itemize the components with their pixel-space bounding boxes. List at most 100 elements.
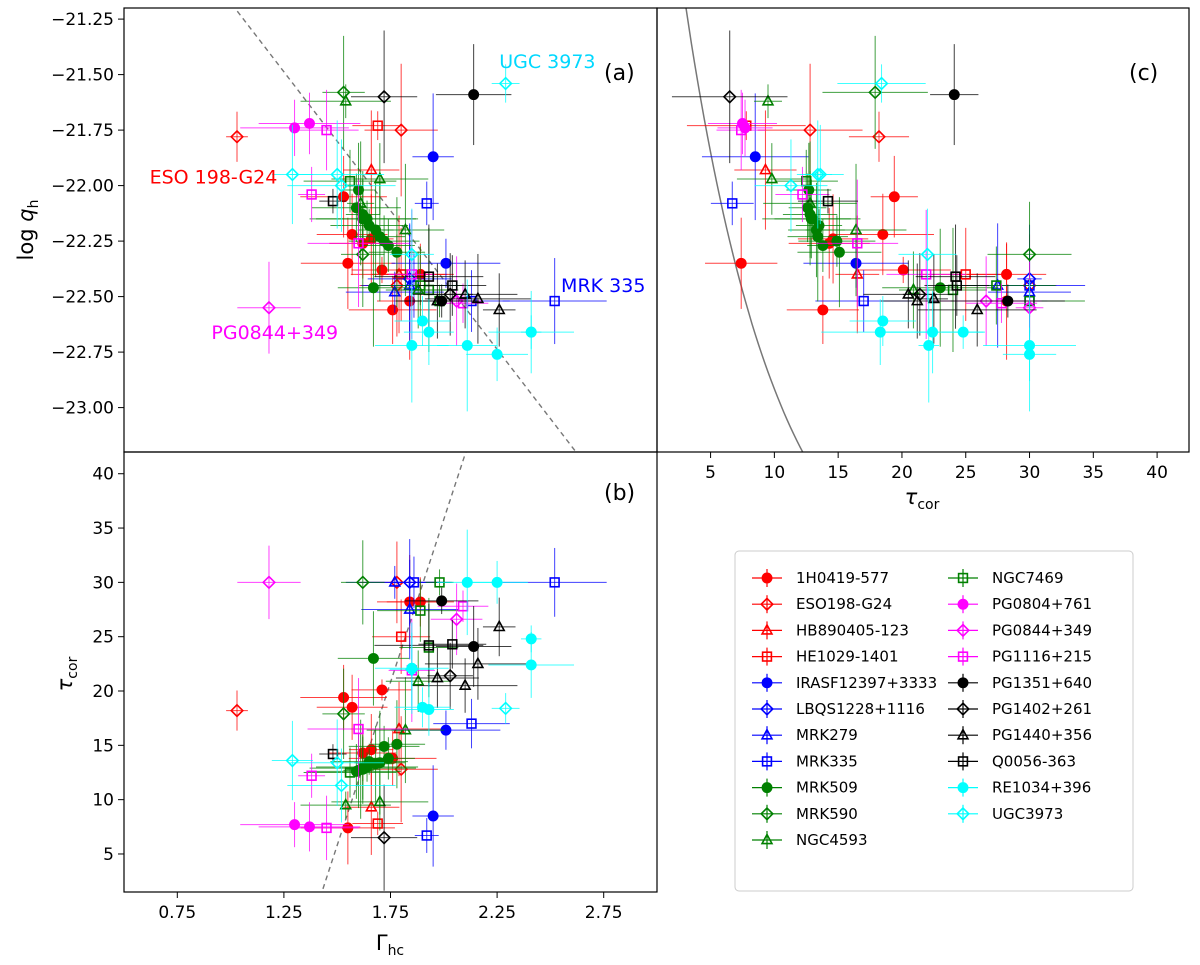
legend-marker-UGC3973: [956, 806, 970, 821]
point-a-UGC3973: [285, 167, 300, 182]
legend-marker-HB890405-123: [760, 623, 774, 635]
legend-label: PG1116+215: [992, 648, 1092, 666]
point-b-NGC7469: [344, 767, 356, 778]
point-c-NGC4593: [765, 171, 779, 184]
point-b-HE1029-1401: [395, 631, 407, 642]
point-b-MRK335: [421, 830, 432, 841]
point-b-PG1440+356: [492, 619, 506, 632]
point-b-NGC4593: [373, 794, 387, 807]
point-c-MRK509: [813, 220, 825, 232]
point-c-RE1034+396: [877, 315, 889, 327]
ytick-label: 10: [92, 791, 114, 811]
model-curve: [685, 8, 804, 452]
point-c-NGC7469: [991, 280, 1002, 291]
ytick-label: 15: [92, 736, 114, 756]
legend-label: UGC3973: [992, 805, 1063, 823]
annotation-label: UGC 3973: [499, 51, 595, 73]
xtick-label: 40: [1146, 463, 1168, 483]
point-b-PG1402+261: [377, 830, 392, 845]
point-b-MRK590: [355, 575, 370, 590]
point-a-MRK509: [367, 282, 379, 294]
point-c-PG1116+215: [736, 124, 747, 136]
point-c-PG1116+215: [920, 269, 932, 280]
legend-marker-PG0844+349: [956, 623, 970, 638]
point-a-RE1034+396: [461, 339, 473, 351]
point-c-HB890405-123: [759, 162, 772, 175]
point-a-1H0419-577: [342, 257, 354, 269]
point-b-HE1029-1401: [372, 818, 383, 829]
legend-label: MRK509: [796, 779, 858, 797]
point-b-PG1116+215: [306, 770, 317, 781]
point-a-PG1440+356: [471, 291, 485, 304]
ytick-label: 5: [103, 845, 114, 865]
point-a-PG1402+261: [377, 89, 392, 104]
point-a-MRK335: [549, 295, 560, 307]
point-a-Q0056-363: [447, 280, 458, 291]
xtick-label: 25: [955, 463, 977, 483]
point-b-HB890405-123: [365, 800, 378, 812]
ytick-label: −21.75: [51, 121, 114, 141]
point-c-MRK335: [858, 295, 869, 307]
xtick-label: 2.75: [585, 903, 623, 923]
point-b-1H0419-577: [376, 684, 388, 696]
legend-frame: [734, 550, 1134, 892]
legend-label: MRK279: [796, 726, 858, 744]
point-b-PG1440+356: [471, 656, 485, 669]
legend-marker-ESO198-G24: [760, 597, 774, 612]
ytick-label: −23.00: [51, 399, 114, 419]
legend-label: MRK590: [796, 805, 858, 823]
annotation-label: MRK 335: [561, 275, 645, 297]
point-b-PG1351+640: [468, 640, 480, 652]
point-a-HB890405-123: [365, 162, 378, 175]
point-a-PG1116+215: [321, 124, 332, 136]
point-a-IRASF12397+3333: [427, 151, 439, 163]
point-c-UGC3973: [784, 178, 798, 193]
point-c-UGC3973: [813, 167, 828, 182]
xtick-label: 35: [1082, 463, 1104, 483]
point-c-PG1440+356: [927, 291, 941, 304]
point-b-MRK279: [403, 602, 416, 614]
point-c-1H0419-577: [735, 257, 747, 269]
point-b-UGC3973: [285, 753, 300, 768]
point-b-MRK279: [388, 575, 402, 587]
point-a-RE1034+396: [406, 339, 418, 351]
legend-marker-MRK590: [760, 806, 774, 821]
point-b-MRK335: [549, 577, 560, 588]
point-c-UGC3973: [920, 247, 935, 262]
panel-a-annotations: UGC 3973 ESO 198-G24 MRK 335 PG0844+349: [150, 51, 646, 344]
point-b-MRK509: [391, 738, 403, 750]
legend-marker-RE1034+396: [957, 782, 969, 794]
point-b-PG1116+215: [321, 822, 332, 834]
xtick-label: 10: [764, 463, 786, 483]
point-c-MRK509: [833, 246, 845, 258]
legend-marker-PG1116+215: [957, 651, 969, 662]
point-c-MRK335: [727, 198, 738, 209]
panel-a-points: [226, 30, 607, 412]
point-b-UGC3973: [404, 662, 419, 677]
point-c-1H0419-577: [877, 228, 889, 240]
point-a-1H0419-577: [338, 191, 350, 203]
panel-c-xlabel: τcor: [905, 485, 940, 513]
legend-label: PG0804+761: [992, 595, 1092, 613]
point-b-MRK509: [378, 740, 390, 752]
point-b-NGC4593: [339, 797, 353, 810]
point-c-PG1351+640: [948, 89, 960, 101]
point-c-MRK509: [817, 240, 829, 252]
point-b-MRK509: [382, 752, 394, 764]
point-b-RE1034+396: [423, 704, 435, 715]
point-c-1H0419-577: [817, 304, 829, 316]
legend-marker-NGC7469: [957, 572, 969, 584]
point-b-Q0056-363: [447, 639, 458, 650]
point-b-Q0056-363: [423, 640, 435, 651]
point-a-NGC4593: [373, 171, 387, 184]
point-b-UGC3973: [334, 778, 349, 793]
xtick-label: 2.25: [478, 903, 516, 923]
point-a-PG1116+215: [306, 189, 317, 200]
panel-a-ylabel: log qh: [14, 200, 42, 261]
ytick-label: 30: [92, 573, 114, 593]
point-c-1H0419-577: [888, 191, 900, 203]
legend-marker-MRK279: [760, 728, 774, 740]
point-b-MRK335: [408, 577, 420, 588]
point-c-PG1440+356: [970, 302, 984, 315]
